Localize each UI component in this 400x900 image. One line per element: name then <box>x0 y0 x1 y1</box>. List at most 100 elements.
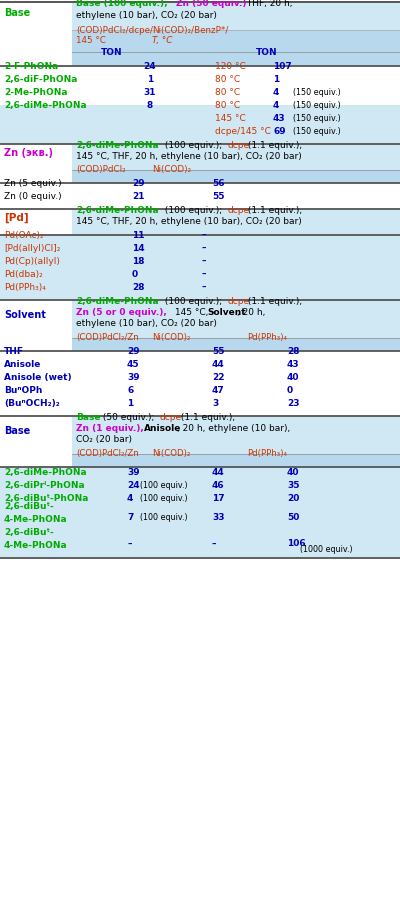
Bar <box>72 52 400 66</box>
Text: (1.1 equiv.),: (1.1 equiv.), <box>245 206 302 215</box>
Text: (COD)PdCl₂/Zn: (COD)PdCl₂/Zn <box>76 333 139 342</box>
Text: (100 equiv.): (100 equiv.) <box>140 494 188 503</box>
Text: 2,6-diMe-PhONa: 2,6-diMe-PhONa <box>76 141 159 150</box>
Bar <box>0 274 400 287</box>
Bar <box>72 170 400 183</box>
Text: 18: 18 <box>132 257 144 266</box>
Text: 145 °C,: 145 °C, <box>172 308 211 317</box>
Text: Pd(PPh₃)₄: Pd(PPh₃)₄ <box>4 283 46 292</box>
Text: Pd(OAc)₂: Pd(OAc)₂ <box>4 231 44 240</box>
Text: 11: 11 <box>132 231 144 240</box>
Text: 120 °C: 120 °C <box>215 62 246 71</box>
Text: 145 °C: 145 °C <box>215 114 246 123</box>
Text: (150 equiv.): (150 equiv.) <box>293 114 341 123</box>
Bar <box>72 300 400 338</box>
Text: T, °C: T, °C <box>152 36 172 45</box>
Text: 2,6-diPrᴵ-PhONa: 2,6-diPrᴵ-PhONa <box>4 481 85 490</box>
Text: Pd(Cp)(allyl): Pd(Cp)(allyl) <box>4 257 60 266</box>
Text: 55: 55 <box>212 347 224 356</box>
Text: 43: 43 <box>287 360 300 369</box>
Text: 4: 4 <box>273 88 279 97</box>
Text: Anisole (wet): Anisole (wet) <box>4 373 72 382</box>
Bar <box>0 467 400 480</box>
Text: 2-Me-PhONa: 2-Me-PhONa <box>4 88 68 97</box>
Text: 106: 106 <box>287 539 306 548</box>
Text: 2,6-diMe-PhONa: 2,6-diMe-PhONa <box>76 206 159 215</box>
Text: 56: 56 <box>212 179 224 188</box>
Text: , 20 h,: , 20 h, <box>237 308 265 317</box>
Text: (1.1 equiv.),: (1.1 equiv.), <box>245 297 302 306</box>
Text: 2,6-diBuᵗ-PhONa: 2,6-diBuᵗ-PhONa <box>4 494 88 503</box>
Text: 145 °C, THF, 20 h, ethylene (10 bar), CO₂ (20 bar): 145 °C, THF, 20 h, ethylene (10 bar), CO… <box>76 217 302 226</box>
Text: 145 °C: 145 °C <box>76 36 106 45</box>
Text: 43: 43 <box>273 114 286 123</box>
Text: 21: 21 <box>132 192 144 201</box>
Text: ethylene (10 bar), CO₂ (20 bar): ethylene (10 bar), CO₂ (20 bar) <box>76 319 217 328</box>
Text: 28: 28 <box>287 347 300 356</box>
Text: 0: 0 <box>287 386 293 395</box>
Text: 1: 1 <box>127 399 133 408</box>
Bar <box>0 196 400 209</box>
Text: Zn (5 or 0 equiv.),: Zn (5 or 0 equiv.), <box>76 308 167 317</box>
Text: (100 equiv.): (100 equiv.) <box>140 481 188 490</box>
Text: TON: TON <box>101 48 123 57</box>
Text: (150 equiv.): (150 equiv.) <box>293 101 341 110</box>
Bar <box>72 209 400 235</box>
Bar <box>0 403 400 416</box>
Text: Solvent: Solvent <box>4 310 46 320</box>
Text: 50: 50 <box>287 514 299 523</box>
Text: 39: 39 <box>127 373 140 382</box>
Text: Base: Base <box>76 413 100 422</box>
Text: 8: 8 <box>147 101 153 110</box>
Text: 29: 29 <box>127 347 140 356</box>
Text: (COD)PdCl₂/dcpe/: (COD)PdCl₂/dcpe/ <box>76 26 153 35</box>
Text: 2,6-diBuᵗ-: 2,6-diBuᵗ- <box>4 528 54 537</box>
Text: Pd(PPh₃)₄: Pd(PPh₃)₄ <box>247 449 287 458</box>
Text: Zn (5 equiv.): Zn (5 equiv.) <box>4 179 62 188</box>
Bar <box>0 66 400 79</box>
Text: 2,6-diMe-PhONa: 2,6-diMe-PhONa <box>76 297 159 306</box>
Text: Anisole: Anisole <box>144 424 181 433</box>
Text: Base (100 equiv.);: Base (100 equiv.); <box>76 0 171 8</box>
Text: –: – <box>202 257 206 266</box>
Text: –: – <box>202 231 206 240</box>
Bar <box>72 144 400 170</box>
Text: Base: Base <box>4 8 30 18</box>
Text: 107: 107 <box>273 62 292 71</box>
Text: 22: 22 <box>212 373 224 382</box>
Text: 45: 45 <box>127 360 140 369</box>
Text: THF: THF <box>4 347 24 356</box>
Text: , 20 h, ethylene (10 bar),: , 20 h, ethylene (10 bar), <box>177 424 290 433</box>
Text: 24: 24 <box>127 481 140 490</box>
Bar <box>72 454 400 467</box>
Text: 80 °C: 80 °C <box>215 101 240 110</box>
Text: Ni(COD)₂: Ni(COD)₂ <box>152 449 190 458</box>
Text: dcpe: dcpe <box>227 141 249 150</box>
Bar <box>0 351 400 364</box>
Text: –: – <box>127 539 132 548</box>
Text: [Pd(allyl)Cl]₂: [Pd(allyl)Cl]₂ <box>4 244 60 253</box>
Text: 1: 1 <box>147 75 153 84</box>
Text: dcpe: dcpe <box>227 297 249 306</box>
Text: (COD)PdCl₂/Zn: (COD)PdCl₂/Zn <box>76 449 139 458</box>
Bar <box>0 79 400 92</box>
Text: 69: 69 <box>273 127 286 136</box>
Text: 14: 14 <box>132 244 145 253</box>
Text: Ni(COD)₂: Ni(COD)₂ <box>152 333 190 342</box>
Text: (100 equiv.);: (100 equiv.); <box>162 297 225 306</box>
Text: Zn (экв.): Zn (экв.) <box>4 148 53 158</box>
Text: Anisole: Anisole <box>4 360 41 369</box>
Text: –: – <box>202 270 206 279</box>
Text: 28: 28 <box>132 283 144 292</box>
Text: Zn (0 equiv.): Zn (0 equiv.) <box>4 192 62 201</box>
Text: 40: 40 <box>287 373 300 382</box>
Text: 2-F-PhONa: 2-F-PhONa <box>4 62 58 71</box>
Bar <box>0 480 400 493</box>
Text: (150 equiv.): (150 equiv.) <box>293 88 341 97</box>
Text: 40: 40 <box>287 468 300 477</box>
Text: 6: 6 <box>127 386 133 395</box>
Text: 44: 44 <box>212 360 225 369</box>
Text: (100 equiv.): (100 equiv.) <box>140 514 188 523</box>
Text: 24: 24 <box>144 62 156 71</box>
Bar <box>0 92 400 105</box>
